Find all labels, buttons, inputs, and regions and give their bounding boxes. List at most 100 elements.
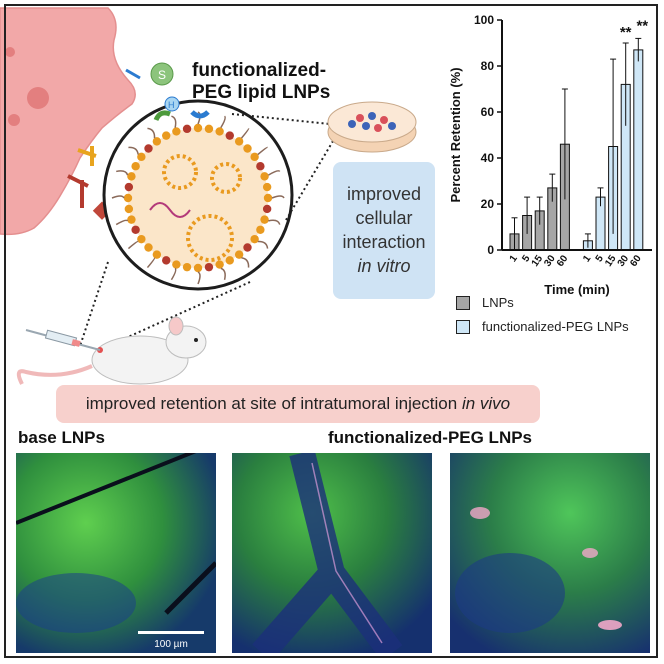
y-tick-label: 20 — [481, 197, 495, 211]
y-tick-label: 100 — [474, 13, 494, 27]
lipid-head — [144, 144, 153, 153]
lipid-head — [182, 124, 192, 134]
in-vivo-italic: in vivo — [461, 394, 511, 413]
peg-chain — [147, 127, 156, 139]
legend-label-peg: functionalized-PEG LNPs — [482, 319, 629, 334]
lipid-head — [225, 256, 234, 265]
peg-chain — [115, 219, 129, 226]
y-axis-label: Percent Retention (%) — [448, 67, 463, 202]
lipid-head — [172, 260, 181, 269]
legend-swatch-lnps — [456, 296, 470, 310]
peg-chain — [128, 146, 139, 155]
in-vitro-callout: improved cellular interaction in vitro — [333, 162, 435, 299]
peg-chain — [268, 219, 281, 225]
in-vitro-line3: interaction — [342, 232, 426, 252]
peg-chain — [220, 115, 226, 129]
scale-bar — [138, 631, 204, 634]
lipid-head — [243, 243, 252, 252]
lipid-head — [124, 182, 134, 192]
syringe-icon — [25, 329, 101, 351]
lipid-head — [137, 234, 146, 244]
h-badge-label: H — [168, 100, 175, 110]
lipid-bilayer — [123, 123, 273, 273]
schematic-illustration: S H — [0, 7, 417, 385]
in-vitro-line1: improved — [346, 184, 422, 204]
x-tick-label: 1 — [508, 253, 520, 264]
base-lnps-label: base LNPs — [18, 428, 105, 447]
lnp-title: functionalized- PEG lipid LNPs — [192, 60, 330, 104]
peg-chain — [116, 170, 129, 176]
x-tick-label: 1 — [581, 253, 593, 264]
lipid-head — [263, 193, 273, 203]
x-tick-label: 5 — [594, 253, 606, 264]
peg-chain — [127, 240, 139, 250]
peg-chain — [171, 115, 177, 128]
lipid-head — [250, 234, 259, 244]
lipid-head — [204, 262, 214, 272]
receptor-green: S — [125, 62, 174, 86]
peg-chain — [267, 170, 281, 176]
lipid-head — [137, 152, 146, 162]
x-axis-label: Time (min) — [544, 282, 610, 297]
legend-swatch-peg — [456, 320, 470, 334]
lipid-head — [131, 162, 140, 171]
connector-line — [107, 281, 251, 347]
lipid-head — [152, 250, 162, 259]
lipid-head — [124, 204, 134, 214]
lipid-head — [215, 127, 224, 136]
lipid-head — [234, 137, 244, 146]
peg-chain — [111, 195, 125, 199]
lipid-head — [193, 263, 203, 273]
ligand-cap — [190, 110, 210, 119]
cell-vesicle — [27, 87, 49, 109]
lipid-head — [162, 256, 171, 265]
inner-vesicle — [186, 214, 234, 262]
lipid-head — [204, 124, 214, 134]
y-tick-label: 60 — [481, 105, 495, 119]
lipid-head — [127, 215, 136, 224]
lipid-head — [127, 172, 136, 181]
lipid-head — [152, 137, 162, 146]
figure-border — [4, 4, 658, 658]
peg-chain — [220, 267, 226, 280]
lipid-head — [260, 172, 269, 181]
micrograph-base-lnps: 100 µm — [16, 453, 216, 653]
in-vivo-text: improved retention at site of intratumor… — [85, 394, 462, 413]
x-tick-label: 5 — [520, 253, 532, 264]
cell-vesicle — [8, 114, 20, 126]
y-tick-label: 0 — [487, 243, 494, 257]
lipid-head — [131, 225, 140, 234]
legend-label-lnps: LNPs — [482, 295, 514, 310]
mouse-illustration — [16, 316, 207, 385]
inner-vesicle — [210, 162, 242, 194]
cell-shape — [0, 7, 136, 236]
mrna-strand — [149, 202, 191, 218]
lipid-head — [262, 204, 272, 214]
lipid-head — [256, 225, 265, 234]
y-tick-label: 40 — [481, 151, 495, 165]
lipid-head — [260, 215, 269, 224]
significance-marker: ** — [636, 17, 648, 34]
peg-chain — [257, 146, 268, 156]
peg-chain — [271, 195, 285, 199]
lipid-head — [215, 260, 224, 269]
lipid-head — [123, 193, 133, 203]
peg-chains — [111, 111, 285, 285]
lnp-title-line2: PEG lipid LNPs — [192, 82, 331, 103]
lnp-title-line1: functionalized- — [192, 60, 327, 81]
cell-vesicle — [5, 47, 15, 57]
peg-chain — [197, 271, 201, 285]
micrograph-functionalized-1 — [232, 453, 432, 653]
lipid-head — [256, 162, 265, 171]
micrograph-functionalized-2 — [450, 453, 650, 653]
peg-chain — [170, 267, 177, 281]
lipid-head — [162, 131, 171, 140]
lipid-head — [172, 127, 181, 136]
peg-chain — [146, 257, 156, 269]
lipid-head — [182, 262, 192, 272]
peg-chain — [241, 257, 250, 268]
svg-text:S: S — [158, 68, 166, 82]
y-tick-label: 80 — [481, 59, 495, 73]
